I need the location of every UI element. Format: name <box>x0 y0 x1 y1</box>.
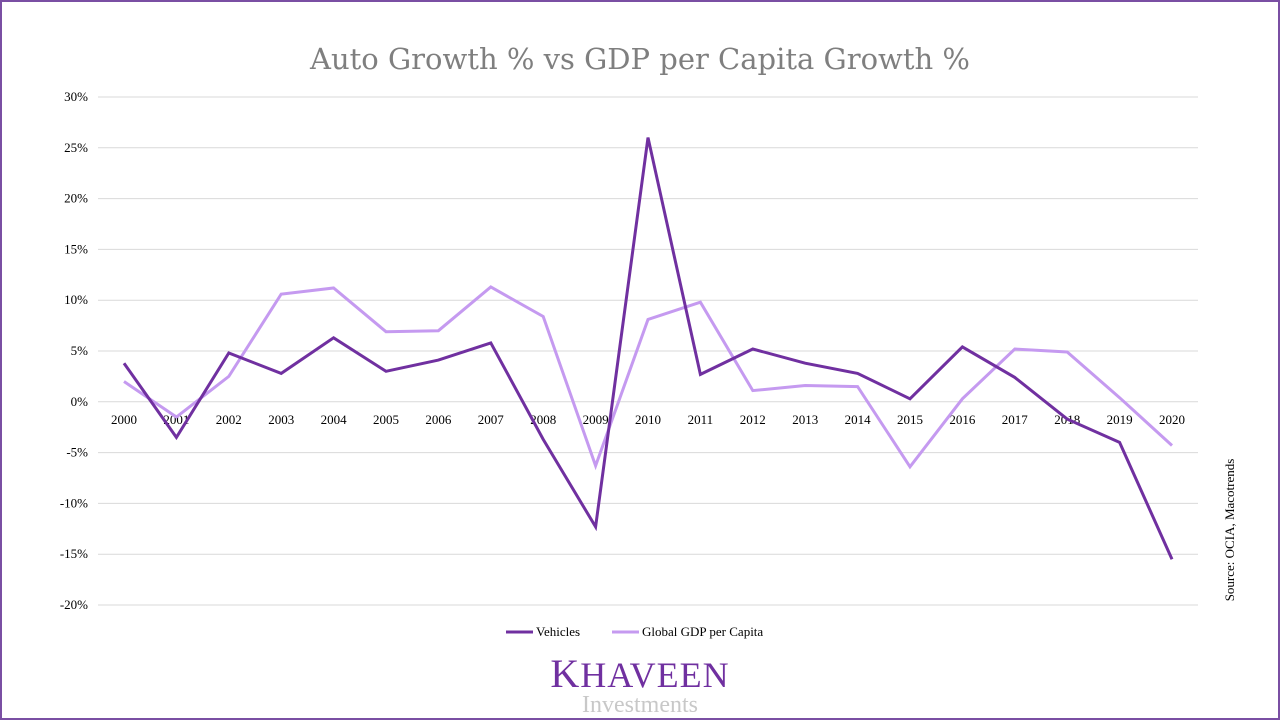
y-tick-label: 5% <box>71 343 89 358</box>
y-tick-label: 10% <box>64 292 88 307</box>
y-axis-ticks: 30% 25% 20% 15% 10% 5% 0% -5% -10% -15% -20% <box>60 89 88 612</box>
y-tick-label: -15% <box>60 546 88 561</box>
y-tick-label: 20% <box>64 191 88 206</box>
y-tick-label: -20% <box>60 597 88 612</box>
x-tick-label: 2020 <box>1159 412 1185 427</box>
x-tick-label: 2003 <box>268 412 294 427</box>
x-tick-label: 2011 <box>688 412 714 427</box>
x-tick-label: 2016 <box>949 412 976 427</box>
x-tick-label: 2010 <box>635 412 661 427</box>
legend-gdp-label: Global GDP per Capita <box>642 624 763 639</box>
legend-vehicles-label: Vehicles <box>536 624 580 639</box>
y-tick-label: 0% <box>71 394 89 409</box>
y-tick-label: -5% <box>66 445 88 460</box>
chart-legend: Vehicles Global GDP per Capita <box>506 624 763 639</box>
x-tick-label: 2006 <box>425 412 452 427</box>
x-tick-label: 2019 <box>1107 412 1133 427</box>
x-tick-label: 2015 <box>897 412 923 427</box>
x-tick-label: 2007 <box>478 412 505 427</box>
x-tick-label: 2012 <box>740 412 766 427</box>
y-tick-label: 15% <box>64 241 88 256</box>
brand-name: HAVEEN <box>580 655 730 695</box>
brand-initial: K <box>550 651 581 696</box>
x-tick-label: 2008 <box>530 412 556 427</box>
y-tick-label: -10% <box>60 495 88 510</box>
x-axis-ticks: 2000 2001 2002 2003 2004 2005 2006 2007 2008 2009… <box>111 412 1185 427</box>
x-tick-label: 2000 <box>111 412 137 427</box>
source-note: Source: OCIA, Macotrends <box>1222 459 1237 602</box>
x-tick-label: 2004 <box>321 412 348 427</box>
x-tick-label: 2009 <box>583 412 609 427</box>
brand-tagline: Investments <box>582 692 698 718</box>
y-tick-label: 25% <box>64 140 88 155</box>
y-tick-label: 30% <box>64 89 88 104</box>
x-tick-label: 2002 <box>216 412 242 427</box>
series-layer <box>122 137 1174 560</box>
x-tick-label: 2005 <box>373 412 399 427</box>
brand-logo: KHAVEEN <box>0 651 1280 696</box>
chart-title: Auto Growth % vs GDP per Capita Growth % <box>310 42 970 76</box>
x-tick-label: 2001 <box>163 412 189 427</box>
x-tick-label: 2013 <box>792 412 818 427</box>
x-tick-label: 2014 <box>845 412 872 427</box>
x-tick-label: 2017 <box>1002 412 1029 427</box>
